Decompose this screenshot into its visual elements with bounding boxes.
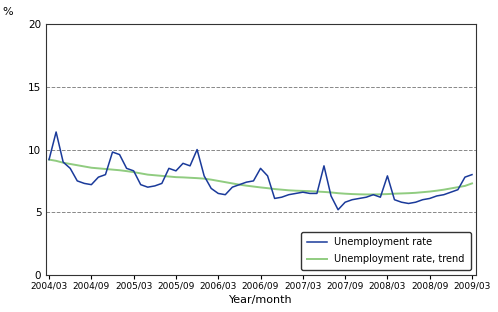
Unemployment rate bbox=[152, 184, 158, 188]
Unemployment rate, trend bbox=[300, 189, 306, 193]
Unemployment rate, trend bbox=[469, 182, 475, 185]
Unemployment rate bbox=[427, 197, 433, 200]
Unemployment rate, trend bbox=[194, 176, 200, 180]
Unemployment rate, trend bbox=[130, 170, 136, 174]
Unemployment rate bbox=[46, 158, 52, 161]
Unemployment rate bbox=[138, 183, 144, 187]
Line: Unemployment rate, trend: Unemployment rate, trend bbox=[49, 159, 472, 194]
Text: %: % bbox=[2, 7, 13, 17]
Unemployment rate bbox=[335, 208, 341, 212]
Unemployment rate, trend bbox=[271, 187, 277, 191]
Unemployment rate bbox=[469, 173, 475, 177]
Unemployment rate bbox=[307, 192, 313, 195]
Legend: Unemployment rate, Unemployment rate, trend: Unemployment rate, Unemployment rate, tr… bbox=[301, 232, 471, 270]
X-axis label: Year/month: Year/month bbox=[229, 295, 292, 305]
Unemployment rate, trend bbox=[46, 158, 52, 161]
Unemployment rate bbox=[201, 174, 207, 178]
Unemployment rate, trend bbox=[145, 173, 151, 177]
Unemployment rate, trend bbox=[420, 190, 426, 194]
Line: Unemployment rate: Unemployment rate bbox=[49, 132, 472, 210]
Unemployment rate, trend bbox=[363, 193, 369, 196]
Unemployment rate bbox=[279, 195, 285, 199]
Unemployment rate bbox=[53, 130, 59, 134]
